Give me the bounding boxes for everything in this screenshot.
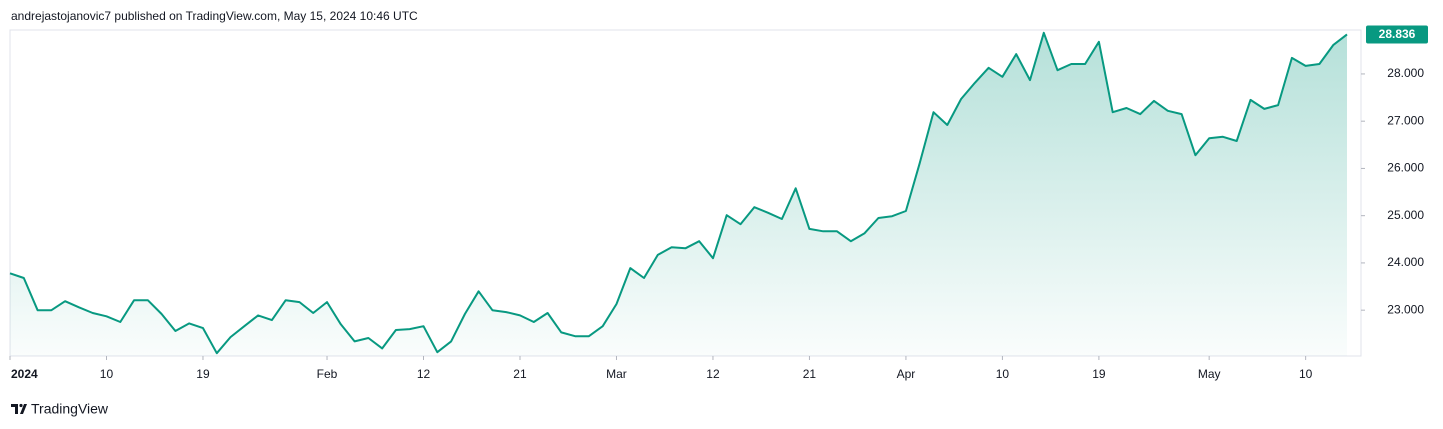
x-tick-label: 10: [996, 367, 1010, 381]
x-tick-label: 21: [803, 367, 817, 381]
header: andrejastojanovic7 published on TradingV…: [11, 9, 418, 23]
x-tick-label: 19: [196, 367, 210, 381]
x-tick-label: 19: [1092, 367, 1106, 381]
logo: [11, 403, 27, 414]
y-tick-label: 24.000: [1387, 255, 1424, 269]
y-tick-label: 25.000: [1387, 208, 1424, 222]
footer-brand: TradingView: [31, 401, 109, 417]
last-price-label: 28.836: [1379, 27, 1416, 41]
x-tick-label: 2024: [11, 367, 38, 381]
x-tick-label: May: [1198, 367, 1221, 381]
x-tick-label: 21: [513, 367, 527, 381]
y-tick-label: 23.000: [1387, 302, 1424, 316]
price-line: [9, 31, 1348, 355]
x-tick-label: 10: [1299, 367, 1313, 381]
x-tick-label: 10: [100, 367, 114, 381]
y-tick-label: 27.000: [1387, 113, 1424, 127]
x-tick-label: Apr: [897, 367, 916, 381]
last-price-box: [1366, 25, 1428, 44]
x-tick-label: Mar: [606, 367, 627, 381]
y-tick-label: 26.000: [1387, 161, 1424, 175]
x-tick-label: Feb: [317, 367, 338, 381]
x-tick-label: 12: [706, 367, 720, 381]
y-tick-label: 28.000: [1387, 66, 1424, 80]
x-tick-label: 12: [417, 367, 431, 381]
area-fill: [10, 32, 1347, 357]
